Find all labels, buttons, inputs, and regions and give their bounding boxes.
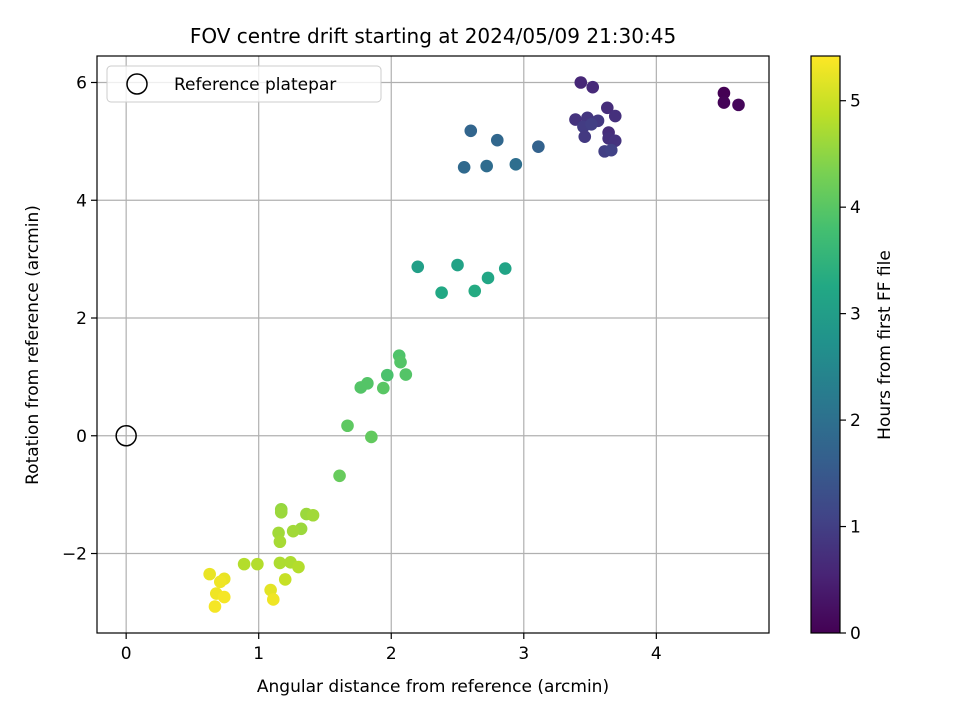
data-point — [411, 260, 425, 274]
x-axis-ticks: 0 1 2 3 4 — [121, 633, 662, 664]
data-point — [208, 600, 222, 613]
grid-lines — [97, 56, 769, 633]
data-point — [203, 567, 216, 581]
x-tick-label: 1 — [253, 644, 264, 664]
colorbar-label: Hours from first FF file — [875, 250, 895, 440]
y-tick-label: 6 — [76, 73, 87, 93]
data-point — [341, 419, 354, 433]
data-point — [217, 590, 231, 604]
data-point — [464, 124, 478, 138]
data-point — [585, 117, 598, 131]
data-point — [237, 557, 251, 571]
x-tick-label: 4 — [651, 644, 662, 664]
colorbar-tick-label: 2 — [850, 411, 861, 431]
data-point — [717, 96, 731, 109]
chart-title: FOV centre drift starting at 2024/05/09 … — [190, 24, 676, 48]
data-point — [480, 159, 493, 173]
data-point — [306, 508, 320, 522]
data-point — [435, 286, 448, 299]
colorbar-gradient — [811, 56, 840, 633]
y-tick-label: 4 — [76, 191, 87, 211]
y-tick-label: 0 — [76, 427, 87, 447]
legend: Reference platepar — [106, 65, 382, 103]
data-point — [399, 368, 413, 381]
y-axis-label: Rotation from reference (arcmin) — [23, 205, 43, 485]
data-point — [457, 160, 471, 174]
data-point — [608, 134, 622, 148]
data-point — [481, 271, 495, 285]
colorbar-tick-label: 0 — [850, 624, 861, 644]
x-tick-label: 3 — [518, 644, 529, 664]
reference-platepar-marker — [115, 425, 137, 447]
data-point — [286, 524, 300, 538]
data-point — [274, 506, 288, 519]
data-point — [333, 469, 346, 483]
data-point — [292, 560, 305, 574]
y-tick-label: −2 — [62, 545, 87, 565]
colorbar-tick-label: 1 — [850, 518, 861, 538]
data-point — [213, 575, 227, 589]
plot-frame — [96, 55, 770, 634]
data-point — [608, 109, 622, 123]
data-points — [115, 76, 745, 613]
legend-box — [106, 65, 382, 103]
data-point — [278, 573, 292, 586]
legend-open-circle-marker — [126, 73, 148, 95]
data-point — [509, 158, 523, 171]
data-point — [586, 80, 600, 94]
y-axis-ticks: −2 0 2 4 6 — [62, 73, 97, 565]
data-point — [574, 76, 588, 89]
data-point — [604, 143, 618, 157]
colorbar-tick-label: 3 — [850, 305, 861, 325]
data-point — [532, 140, 545, 153]
colorbar-ticks: 0 1 2 3 4 5 — [840, 92, 861, 644]
data-point — [578, 130, 592, 143]
data-point — [468, 284, 482, 298]
data-point — [365, 430, 378, 444]
data-point — [273, 556, 287, 570]
colorbar-tick-label: 4 — [850, 198, 861, 218]
data-point — [354, 381, 368, 394]
data-point — [266, 593, 280, 606]
x-tick-label: 0 — [121, 644, 132, 664]
data-point — [490, 133, 504, 147]
data-point — [394, 355, 407, 369]
y-tick-label: 2 — [76, 309, 87, 329]
data-point — [732, 98, 745, 112]
data-point — [273, 535, 287, 549]
data-point — [251, 557, 264, 571]
data-point — [717, 86, 731, 100]
x-tick-label: 2 — [386, 644, 397, 664]
legend-label: Reference platepar — [174, 75, 336, 95]
data-point — [451, 258, 464, 272]
x-axis-label: Angular distance from reference (arcmin) — [257, 677, 609, 697]
colorbar: 0 1 2 3 4 5 Hours from first FF file — [810, 55, 895, 644]
data-point — [380, 368, 394, 382]
colorbar-frame — [810, 55, 841, 634]
data-point — [376, 381, 390, 395]
colorbar-tick-label: 5 — [850, 92, 861, 112]
data-point — [498, 262, 512, 275]
data-point — [600, 101, 614, 115]
